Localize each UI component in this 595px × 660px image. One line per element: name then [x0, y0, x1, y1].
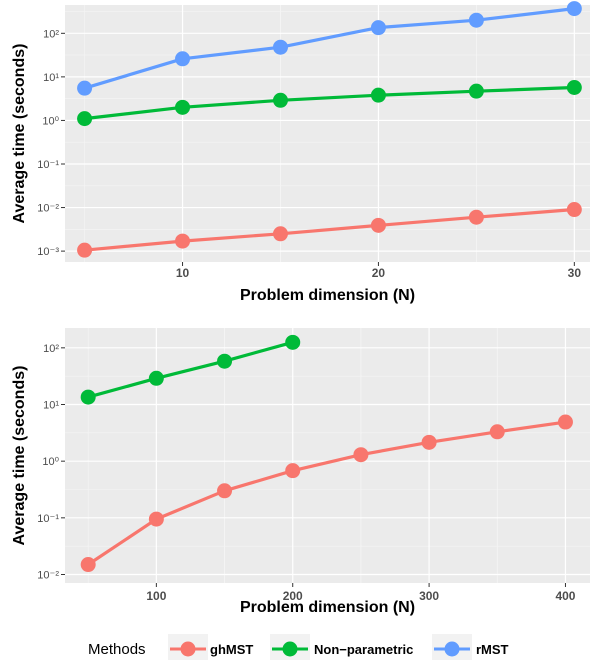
x-tick-label: 300 [419, 589, 439, 603]
legend-key-ghmst [168, 634, 208, 660]
x-tick-label: 200 [283, 589, 303, 603]
legend-key-non-parametric [270, 634, 310, 660]
x-axis-title: Problem dimension (N) [240, 287, 415, 304]
y-axis-title: Average time (seconds) [11, 44, 28, 224]
data-point-ghmst [175, 233, 191, 249]
data-point-ghmst [272, 226, 288, 242]
data-point-non-parametric [468, 83, 484, 99]
data-point-rmst [468, 12, 484, 28]
data-point-non-parametric [217, 353, 233, 369]
data-point-non-parametric [370, 87, 386, 103]
data-point-ghmst [353, 447, 369, 463]
data-point-ghmst [566, 202, 582, 218]
y-tick-label: 10¹ [43, 400, 59, 412]
plot-panel [65, 5, 590, 262]
data-point-ghmst [77, 242, 93, 258]
y-tick-label: 10⁰ [42, 456, 59, 468]
x-tick-label: 100 [146, 589, 166, 603]
data-point-rmst [175, 51, 191, 67]
y-tick-label: 10² [43, 343, 59, 355]
data-point-non-parametric [148, 370, 164, 386]
data-point-ghmst [370, 217, 386, 233]
data-point-ghmst [557, 414, 573, 430]
y-tick-label: 10⁻¹ [37, 159, 59, 171]
series-line-rmst [84, 7, 575, 90]
chart-bottom: 10⁻² 10⁻¹ 10⁰ 10¹ 10² 100 200 300 400 Problem dim… [11, 328, 590, 616]
data-point-non-parametric [80, 389, 96, 405]
data-point-ghmst [148, 511, 164, 527]
data-point-non-parametric [175, 99, 191, 115]
series-line-non-parametric [84, 85, 575, 121]
data-point-ghmst [489, 424, 505, 440]
data-point-non-parametric [566, 80, 582, 96]
legend-label-non-parametric: Non−parametric [314, 642, 413, 657]
data-point-rmst [566, 1, 582, 17]
x-tick-label: 20 [372, 266, 386, 280]
y-tick-label: 10⁻² [37, 203, 59, 215]
data-point-ghmst [80, 557, 96, 573]
x-tick-label: 30 [568, 266, 582, 280]
chart-top: 10⁻³ 10⁻² 10⁻¹ 10⁰ 10¹ 10² 10 20 30 Problem dimen… [11, 1, 590, 304]
y-axis-title: Average time (seconds) [11, 366, 28, 546]
data-point-non-parametric [272, 92, 288, 108]
series-line-ghmst [87, 420, 566, 566]
series-line-ghmst [84, 207, 575, 252]
data-point-ghmst [285, 463, 301, 479]
legend-key-rmst [432, 634, 472, 660]
legend: Methods ghMST Non−parametric rMST [88, 634, 509, 660]
x-tick-label: 10 [176, 266, 190, 280]
data-point-rmst [272, 39, 288, 55]
data-point-rmst [370, 20, 386, 36]
data-point-ghmst [468, 209, 484, 225]
legend-label-rmst: rMST [476, 642, 509, 657]
y-tick-label: 10⁻¹ [37, 513, 59, 525]
x-axis-title: Problem dimension (N) [240, 599, 415, 616]
series-line-non-parametric [87, 340, 294, 399]
data-point-non-parametric [77, 111, 93, 127]
data-point-ghmst [217, 483, 233, 499]
y-tick-label: 10¹ [43, 72, 59, 84]
legend-label-ghmst: ghMST [210, 642, 253, 657]
y-tick-label: 10⁰ [42, 115, 59, 127]
x-tick-label: 400 [555, 589, 575, 603]
y-tick-label: 10⁻² [37, 570, 59, 582]
y-tick-label: 10⁻³ [37, 246, 59, 258]
plot-panel [65, 328, 590, 583]
y-tick-label: 10² [43, 28, 59, 40]
data-point-non-parametric [285, 334, 301, 350]
data-point-rmst [77, 80, 93, 96]
legend-title: Methods [88, 641, 146, 658]
data-point-ghmst [421, 434, 437, 450]
